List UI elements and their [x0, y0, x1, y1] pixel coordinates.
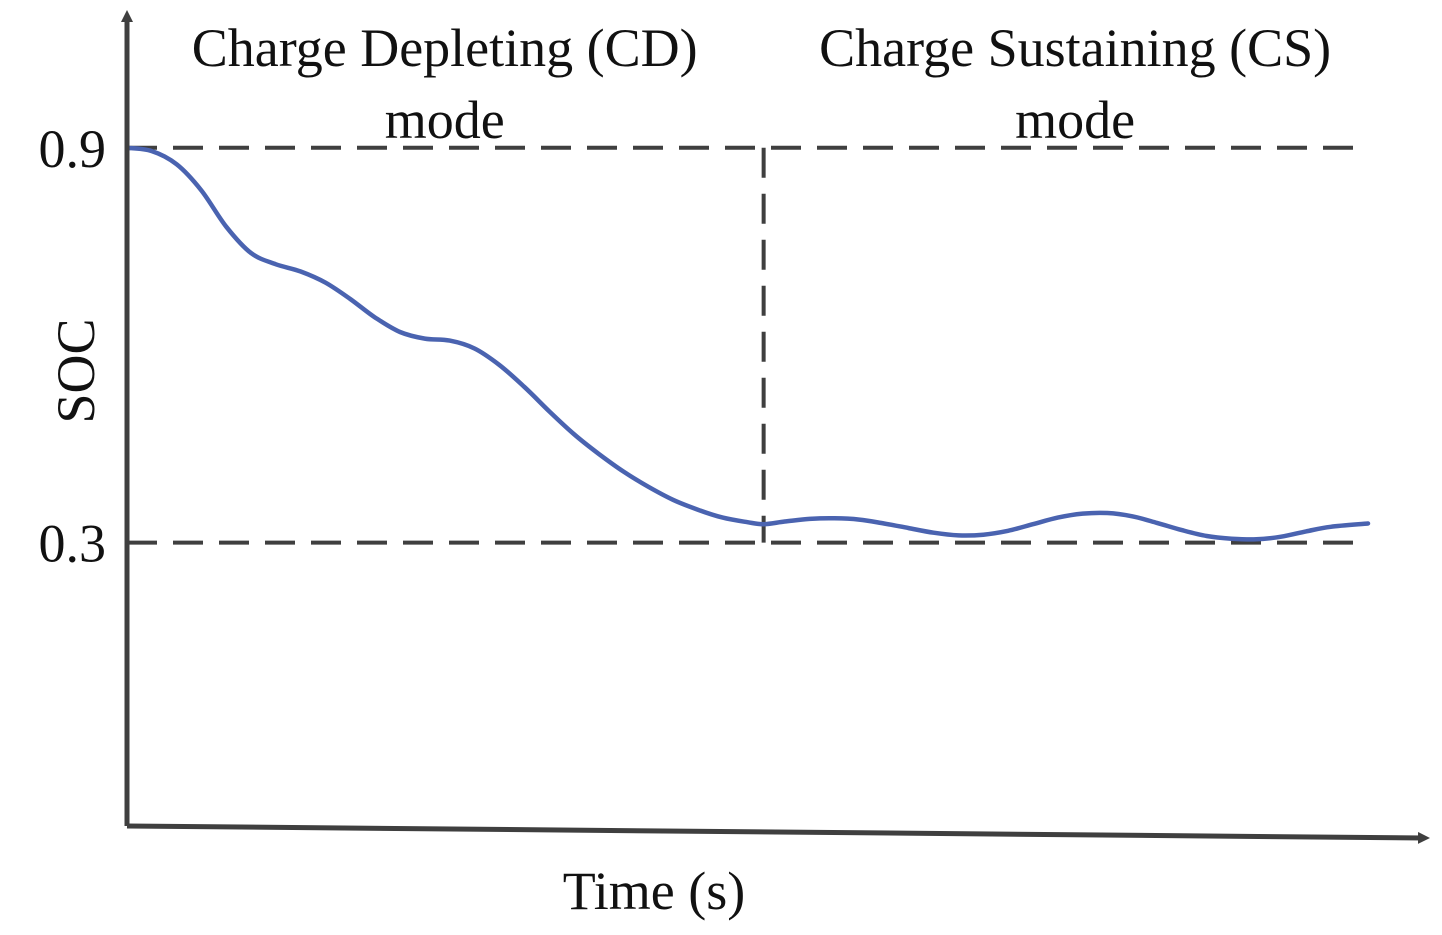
cs-mode-label-line1: Charge Sustaining (CS): [819, 18, 1331, 78]
axes: [121, 10, 1430, 844]
cd-mode-label-line2: mode: [385, 90, 505, 150]
guide-lines: [127, 145, 1368, 545]
y-tick-label-0-9: 0.9: [39, 119, 107, 179]
y-axis-label: SOC: [46, 318, 106, 423]
x-axis-line: [126, 823, 1430, 844]
mode-labels: Charge Depleting (CD) mode Charge Sustai…: [192, 18, 1331, 150]
cs-mode-label-line2: mode: [1015, 90, 1135, 150]
x-axis-label: Time (s): [563, 861, 746, 921]
cd-mode-label-line1: Charge Depleting (CD): [192, 18, 698, 78]
y-ticks: 0.9 0.3: [39, 119, 107, 574]
y-tick-label-0-3: 0.3: [39, 514, 107, 574]
series-layer: [124, 145, 1371, 542]
soc-series-line-0: [124, 145, 1371, 542]
